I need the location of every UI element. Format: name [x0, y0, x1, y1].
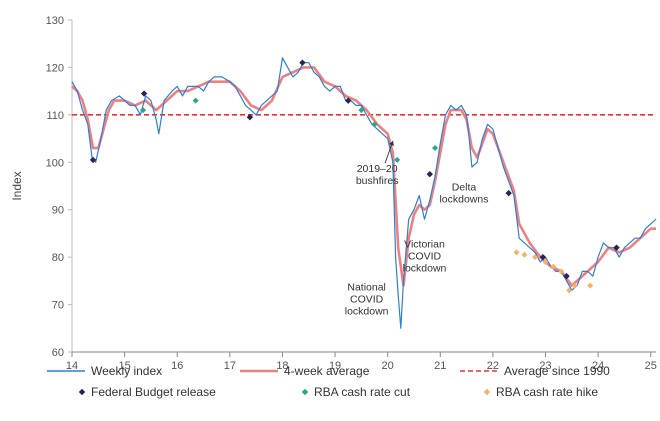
x-tick-label: 23 [539, 360, 551, 372]
annotation-text: COVID [350, 293, 384, 305]
legend-label: Weekly index [91, 364, 162, 378]
annotations: 2019–20bushfiresDeltalockdownsVictorianC… [345, 140, 488, 317]
rate-cut-marker [192, 97, 199, 104]
annotation-text: lockdown [345, 305, 389, 317]
rate-hike-marker [571, 282, 578, 289]
x-tick-label: 19 [329, 360, 341, 372]
rate-hike-marker [550, 263, 557, 270]
legend-swatch [301, 388, 309, 396]
budget-marker [299, 59, 306, 66]
budget-marker [140, 90, 148, 97]
legend-swatch [78, 388, 86, 396]
bushfire-arrowhead [388, 140, 394, 146]
annotation-text: bushfires [356, 175, 399, 187]
x-tick-label: 18 [276, 360, 288, 372]
legend: Weekly index 4-week average Average since … [47, 364, 610, 399]
budget-marker [613, 244, 620, 251]
axes: 60 70 80 90 100 110 120 130 14 15 16 17 18 19 20 21 22 23… [10, 15, 657, 372]
budget-marker [246, 114, 254, 121]
y-tick-label: 80 [52, 252, 64, 264]
legend-label: RBA cash rate cut [314, 385, 411, 399]
rate-hike-marker [521, 251, 528, 258]
y-tick-label: 70 [52, 300, 64, 312]
x-tick-label: 20 [382, 360, 394, 372]
budget-marker [345, 97, 352, 104]
annotation-text: lockdowns [439, 194, 488, 206]
rate-cut-marker [371, 121, 378, 128]
x-tick-label: 22 [487, 360, 499, 372]
y-tick-label: 130 [46, 15, 64, 27]
plot-area [71, 57, 657, 329]
y-tick-label: 120 [46, 62, 64, 74]
rate-hike-marker [513, 249, 520, 256]
x-tick-label: 14 [66, 360, 78, 372]
x-tick-label: 17 [224, 360, 236, 372]
x-tick-label: 25 [645, 360, 657, 372]
budget-marker [505, 189, 512, 197]
annotation-text: Delta [452, 182, 477, 194]
rate-cut-marker [432, 145, 439, 152]
legend-label: Average since 1990 [504, 364, 610, 378]
legend-swatch [483, 388, 491, 396]
budget-marker [539, 253, 547, 261]
rate-cut-marker [358, 107, 365, 114]
rate-hike-marker [587, 282, 594, 289]
legend-label: RBA cash rate hike [496, 385, 598, 399]
series-weekly-index [71, 57, 657, 329]
rate-hike-marker [566, 287, 573, 294]
y-tick-label: 110 [46, 110, 64, 122]
rate-hike-marker [531, 254, 538, 261]
budget-marker [426, 170, 433, 178]
y-tick-label: 90 [52, 205, 64, 217]
legend-label: 4-week average [284, 364, 370, 378]
y-tick-label: 100 [46, 157, 64, 169]
annotation-text: Victorian [404, 239, 445, 251]
y-axis-label: Index [10, 171, 24, 200]
annotation-text: COVID [408, 251, 442, 263]
x-tick-label: 21 [434, 360, 446, 372]
annotation-text: National [347, 281, 386, 293]
rate-cut-marker [140, 107, 147, 114]
x-tick-label: 15 [118, 360, 130, 372]
x-tick-label: 24 [592, 360, 604, 372]
rate-hike-marker [558, 268, 565, 275]
legend-label: Federal Budget release [91, 385, 216, 399]
rate-hike-marker [542, 258, 549, 265]
x-tick-label: 16 [171, 360, 183, 372]
rate-cut-marker [394, 156, 401, 163]
budget-marker [563, 272, 570, 280]
annotation-text: lockdown [403, 263, 447, 275]
budget-marker [89, 156, 97, 164]
y-tick-label: 60 [52, 347, 64, 359]
annotation-text: 2019–20 [357, 163, 398, 175]
